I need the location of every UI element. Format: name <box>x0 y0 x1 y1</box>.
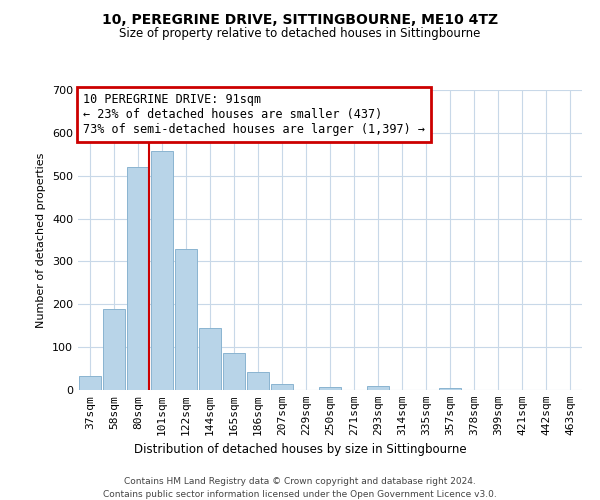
Y-axis label: Number of detached properties: Number of detached properties <box>37 152 46 328</box>
Bar <box>199 328 221 390</box>
Text: Distribution of detached houses by size in Sittingbourne: Distribution of detached houses by size … <box>134 442 466 456</box>
Bar <box>151 151 173 390</box>
Bar <box>367 386 389 390</box>
Bar <box>247 372 269 390</box>
Bar <box>79 376 101 390</box>
Bar <box>439 388 461 390</box>
Bar <box>103 308 125 390</box>
Text: 10 PEREGRINE DRIVE: 91sqm
← 23% of detached houses are smaller (437)
73% of semi: 10 PEREGRINE DRIVE: 91sqm ← 23% of detac… <box>83 93 425 136</box>
Text: Size of property relative to detached houses in Sittingbourne: Size of property relative to detached ho… <box>119 28 481 40</box>
Text: 10, PEREGRINE DRIVE, SITTINGBOURNE, ME10 4TZ: 10, PEREGRINE DRIVE, SITTINGBOURNE, ME10… <box>102 12 498 26</box>
Text: Contains public sector information licensed under the Open Government Licence v3: Contains public sector information licen… <box>103 490 497 499</box>
Bar <box>175 248 197 390</box>
Bar <box>271 384 293 390</box>
Bar <box>223 352 245 390</box>
Text: Contains HM Land Registry data © Crown copyright and database right 2024.: Contains HM Land Registry data © Crown c… <box>124 478 476 486</box>
Bar <box>319 386 341 390</box>
Bar <box>127 167 149 390</box>
